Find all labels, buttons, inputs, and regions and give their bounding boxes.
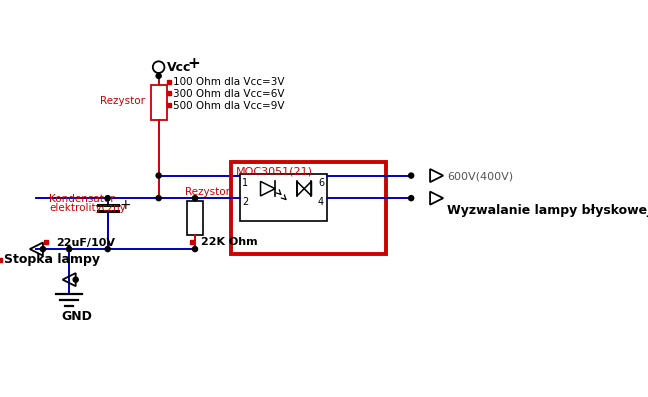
Text: 22uF/10V: 22uF/10V [56, 237, 115, 247]
Text: MOC3051(21): MOC3051(21) [236, 166, 313, 176]
Circle shape [73, 277, 78, 282]
Circle shape [409, 173, 413, 178]
Circle shape [409, 196, 413, 200]
Text: elektrolityczny: elektrolityczny [49, 203, 126, 213]
Text: +: + [188, 56, 200, 71]
Text: GND: GND [62, 310, 93, 322]
Text: 300 Ohm dla Vcc=6V: 300 Ohm dla Vcc=6V [173, 89, 284, 99]
Text: 4: 4 [318, 197, 324, 207]
Circle shape [192, 196, 198, 200]
Text: 2: 2 [242, 197, 249, 207]
Circle shape [67, 247, 72, 252]
Text: 1: 1 [242, 178, 248, 188]
Circle shape [156, 196, 161, 200]
Text: Wyzwalanie lampy błyskowej: Wyzwalanie lampy błyskowej [447, 204, 648, 217]
Text: 600V(400V): 600V(400V) [447, 171, 513, 181]
Circle shape [40, 247, 45, 252]
Bar [187, 201, 203, 235]
Text: Kondensator: Kondensator [49, 194, 115, 204]
Circle shape [192, 247, 198, 252]
Text: 500 Ohm dla Vcc=9V: 500 Ohm dla Vcc=9V [173, 101, 284, 111]
Circle shape [105, 196, 110, 200]
Circle shape [105, 247, 110, 252]
Bar [231, 162, 386, 254]
Text: 6: 6 [318, 178, 324, 188]
Text: Rezystor: Rezystor [185, 187, 230, 197]
Text: 22K Ohm: 22K Ohm [201, 237, 257, 247]
Text: Stopka lampy: Stopka lampy [4, 254, 100, 266]
Text: 100 Ohm dla Vcc=3V: 100 Ohm dla Vcc=3V [173, 77, 284, 87]
Text: Rezystor: Rezystor [100, 96, 145, 106]
Bar [240, 174, 327, 222]
Text: +: + [119, 198, 131, 212]
Bar [150, 85, 167, 119]
Circle shape [156, 173, 161, 178]
Circle shape [156, 73, 161, 79]
Text: Vcc: Vcc [167, 62, 192, 74]
